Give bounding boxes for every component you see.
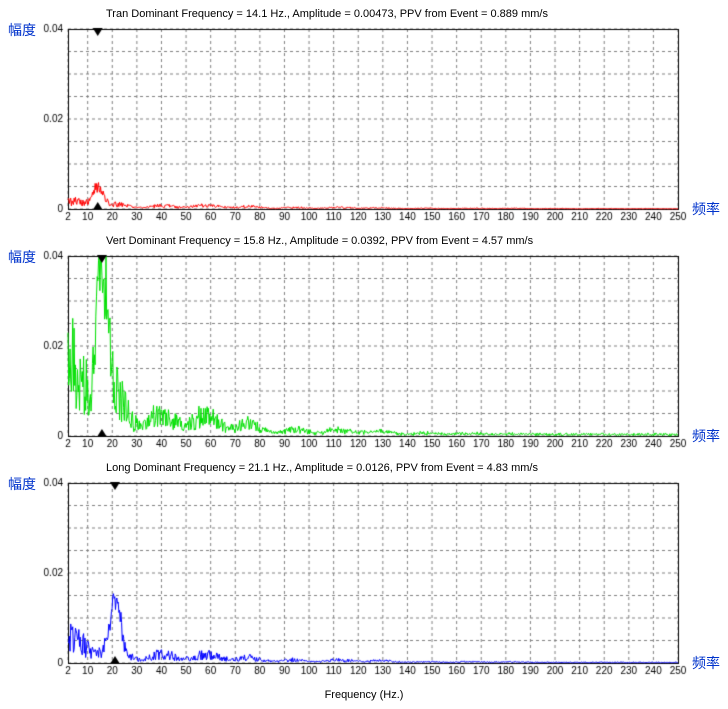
x-axis-label: 频率 [692, 653, 720, 673]
spectrum-canvas-long [8, 475, 720, 685]
x-axis-label: 频率 [692, 426, 720, 446]
spectrum-canvas-vert [8, 248, 720, 458]
x-axis-label: 频率 [692, 199, 720, 219]
spectrum-canvas-tran [8, 21, 720, 231]
y-axis-label: 幅度 [8, 20, 36, 40]
panel-title: Tran Dominant Frequency = 14.1 Hz., Ampl… [8, 8, 720, 20]
y-axis-label: 幅度 [8, 247, 36, 267]
panel-title: Long Dominant Frequency = 21.1 Hz., Ampl… [8, 462, 720, 474]
y-axis-label: 幅度 [8, 474, 36, 494]
spectrum-panel-tran: 幅度Tran Dominant Frequency = 14.1 Hz., Am… [8, 8, 720, 231]
frequency-axis-label: Frequency (Hz.) [8, 689, 720, 701]
panel-title: Vert Dominant Frequency = 15.8 Hz., Ampl… [8, 235, 720, 247]
spectrum-panel-long: 幅度Long Dominant Frequency = 21.1 Hz., Am… [8, 462, 720, 685]
chart-container: 幅度Tran Dominant Frequency = 14.1 Hz., Am… [8, 8, 720, 685]
spectrum-panel-vert: 幅度Vert Dominant Frequency = 15.8 Hz., Am… [8, 235, 720, 458]
